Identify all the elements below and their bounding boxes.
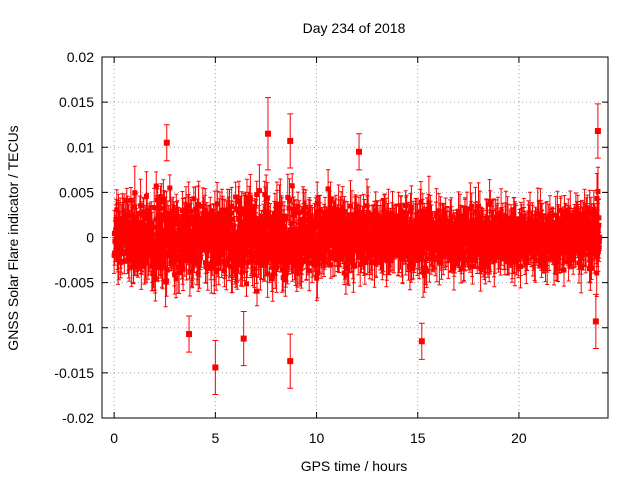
y-tick-label: 0.01 [67,139,94,155]
y-tick-label: -0.02 [62,410,94,426]
outlier-point [212,364,219,371]
y-tick-label: 0.02 [67,49,94,65]
y-tick-label: 0 [86,230,94,246]
data-points [111,183,603,294]
plot-area [111,97,603,396]
series-layer [111,97,603,396]
outlier-point [186,331,193,338]
x-tick-label: 0 [110,430,118,446]
outlier-point [356,148,363,155]
x-tick-label: 5 [211,430,219,446]
y-tick-label: -0.01 [62,320,94,336]
y-tick-label: 0.015 [59,94,94,110]
outlier-point [264,130,271,137]
x-tick-labels: 0 5 10 15 20 [110,430,527,446]
outlier-point [287,358,294,365]
x-tick-label: 15 [410,430,426,446]
outlier-point [163,139,170,146]
y-axis-label: GNSS Solar Flare indicator / TECUs [5,125,21,350]
x-tick-label: 10 [309,430,325,446]
outlier-point [240,335,247,342]
outlier-point [287,137,294,144]
axis-ticks [102,56,608,419]
y-tick-labels: -0.02 -0.015 -0.01 -0.005 0 0.005 0.01 0.015 0.0… [54,49,94,426]
y-tick-label: -0.015 [54,365,94,381]
y-tick-label: 0.005 [59,184,94,200]
outlier-point [418,338,425,345]
x-axis-label: GPS time / hours [301,458,408,474]
outlier-point [594,128,601,135]
chart-title: Day 234 of 2018 [303,20,406,36]
outlier-point [592,318,599,325]
x-tick-label: 20 [511,430,527,446]
y-tick-label: -0.005 [54,275,94,291]
